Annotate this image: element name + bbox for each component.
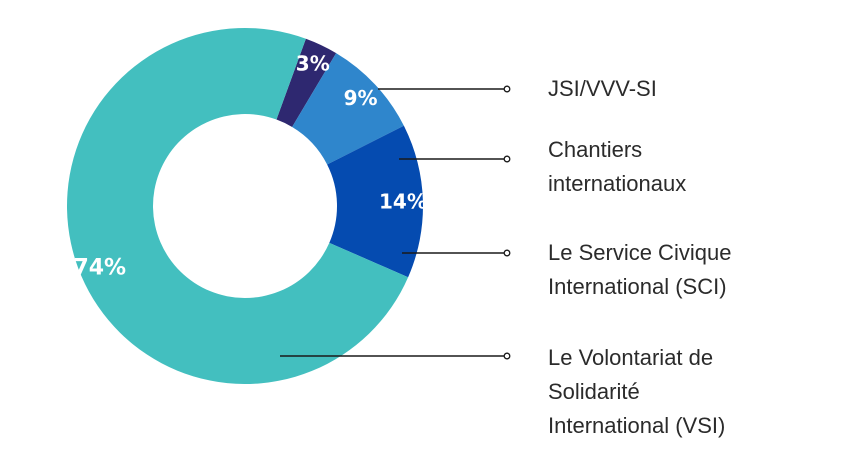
legend-label-le-volontariat-de-solidarite-international-vsi: Le Volontariat de Solidarité International… <box>548 345 725 438</box>
leader-lines <box>280 85 511 360</box>
slice-jsi-vvv-si <box>276 38 337 127</box>
leader-dot-le-volontariat-de-solidarite-international-vsi <box>503 352 511 360</box>
slice-chantiers-internationaux <box>292 53 404 165</box>
value-label-le-volontariat-de-solidarite-international-vsi: 74% <box>73 256 126 281</box>
value-label-chantiers-internationaux: 9% <box>344 86 378 110</box>
leader-dot-jsi-vvv-si <box>503 85 511 93</box>
legend-label-le-service-civique-international-sci: Le Service Civique International (SCI) <box>548 240 731 299</box>
legend-label-jsi-vvv-si: JSI/VVV-SI <box>548 76 657 101</box>
slice-le-volontariat-de-solidarite-international-vsi <box>67 28 409 384</box>
slice-le-service-civique-international-sci <box>327 125 423 278</box>
value-label-le-service-civique-international-sci: 14% <box>379 190 427 214</box>
value-label-jsi-vvv-si: 3% <box>296 51 330 75</box>
leader-dot-chantiers-internationaux <box>503 155 511 163</box>
legend: JSI/VVV-SI Chantiers internationaux Le Serv… <box>548 76 731 438</box>
leader-dot-le-service-civique-international-sci <box>503 249 511 257</box>
legend-label-chantiers-internationaux: Chantiers internationaux <box>548 137 686 196</box>
slice-value-labels: 3% 9% 14% 74% <box>73 51 426 280</box>
donut-slices <box>67 28 423 384</box>
